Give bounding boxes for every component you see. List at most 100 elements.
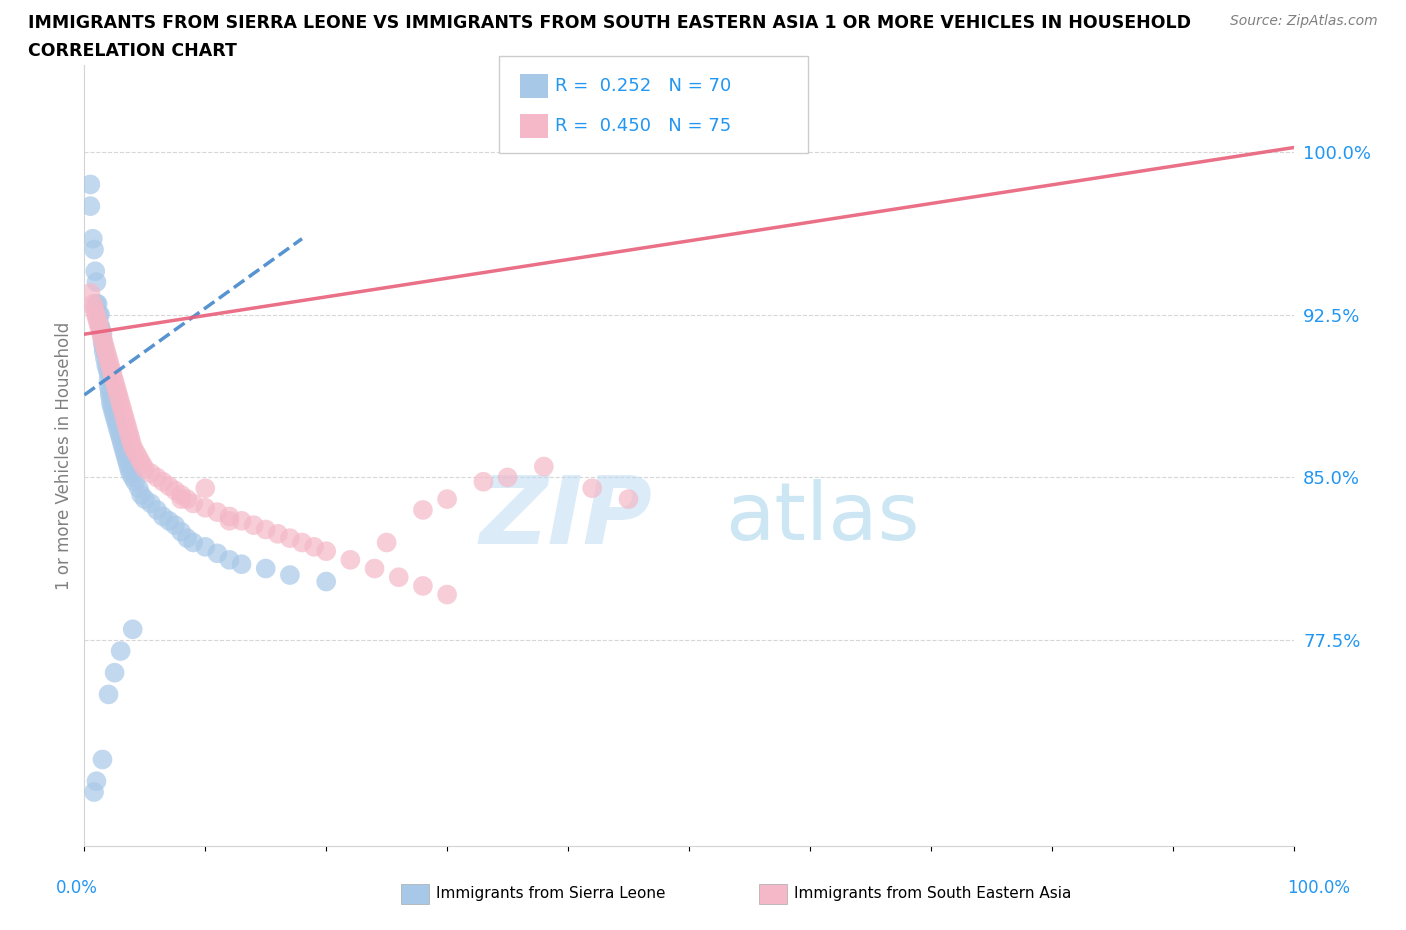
Point [181,535,204,550]
Point [115,453,138,468]
Point [157,513,180,528]
Point [121,470,143,485]
Point [110,396,132,411]
Point [278,531,301,546]
Point [82,232,104,246]
Point [108,427,131,442]
Text: atlas: atlas [725,479,920,557]
Text: ZIP: ZIP [479,472,652,565]
Point [86,297,108,312]
Point [436,492,458,507]
Point [170,525,193,539]
Point [302,539,325,554]
Point [121,435,143,450]
Point [194,481,217,496]
Point [267,526,290,541]
Point [93,339,115,354]
Point [97,365,120,380]
Point [94,351,117,365]
Y-axis label: 1 or more Vehicles in Household: 1 or more Vehicles in Household [55,322,73,590]
Point [254,522,277,537]
Point [412,578,434,593]
Point [127,448,149,463]
Point [87,318,110,333]
Point [170,487,193,502]
Point [79,177,101,192]
Point [103,370,125,385]
Point [124,474,146,489]
Text: IMMIGRANTS FROM SIERRA LEONE VS IMMIGRANTS FROM SOUTH EASTERN ASIA 1 OR MORE VEH: IMMIGRANTS FROM SIERRA LEONE VS IMMIGRAN… [28,14,1191,32]
Point [120,431,142,445]
Point [157,479,180,494]
Point [91,326,114,341]
Point [436,587,458,602]
Point [181,496,204,511]
Point [117,457,139,472]
Point [82,297,104,312]
Point [315,544,337,559]
Point [93,336,115,351]
Point [129,487,152,502]
Point [112,409,135,424]
Point [93,344,115,359]
Point [339,552,361,567]
Point [118,427,141,442]
Point [84,305,107,320]
Point [114,414,136,429]
Point [83,785,105,800]
Point [128,481,150,496]
Point [90,323,112,338]
Point [176,531,198,546]
Point [363,561,385,576]
Point [98,388,121,403]
Point [231,513,253,528]
Point [107,422,129,437]
Point [117,422,139,437]
Point [101,401,124,416]
Point [121,622,143,637]
Point [86,274,108,289]
Point [218,552,240,567]
Point [146,502,169,517]
Point [176,492,198,507]
Point [91,331,114,346]
Point [315,574,337,589]
Point [111,401,134,416]
Point [115,418,138,432]
Point [107,388,129,403]
Point [104,375,127,390]
Point [218,513,240,528]
Text: Immigrants from Sierra Leone: Immigrants from Sierra Leone [436,886,665,901]
Point [104,665,127,680]
Point [89,323,111,338]
Point [86,297,108,312]
Point [207,505,229,520]
Point [152,509,174,524]
Point [165,483,187,498]
Point [91,752,114,767]
Point [375,535,398,550]
Point [231,557,253,572]
Point [496,470,519,485]
Point [112,405,135,419]
Point [254,561,277,576]
Point [170,492,193,507]
Point [97,352,120,367]
Point [291,535,314,550]
Point [84,264,107,279]
Text: 100.0%: 100.0% [1286,879,1350,897]
Point [139,466,162,481]
Point [617,492,640,507]
Point [97,687,120,702]
Point [97,372,120,387]
Point [83,242,105,257]
Point [218,509,240,524]
Point [194,539,217,554]
Point [110,644,132,658]
Point [134,492,156,507]
Point [108,392,131,406]
Point [388,570,411,585]
Point [79,286,101,300]
Point [83,300,105,315]
Point [87,307,110,322]
